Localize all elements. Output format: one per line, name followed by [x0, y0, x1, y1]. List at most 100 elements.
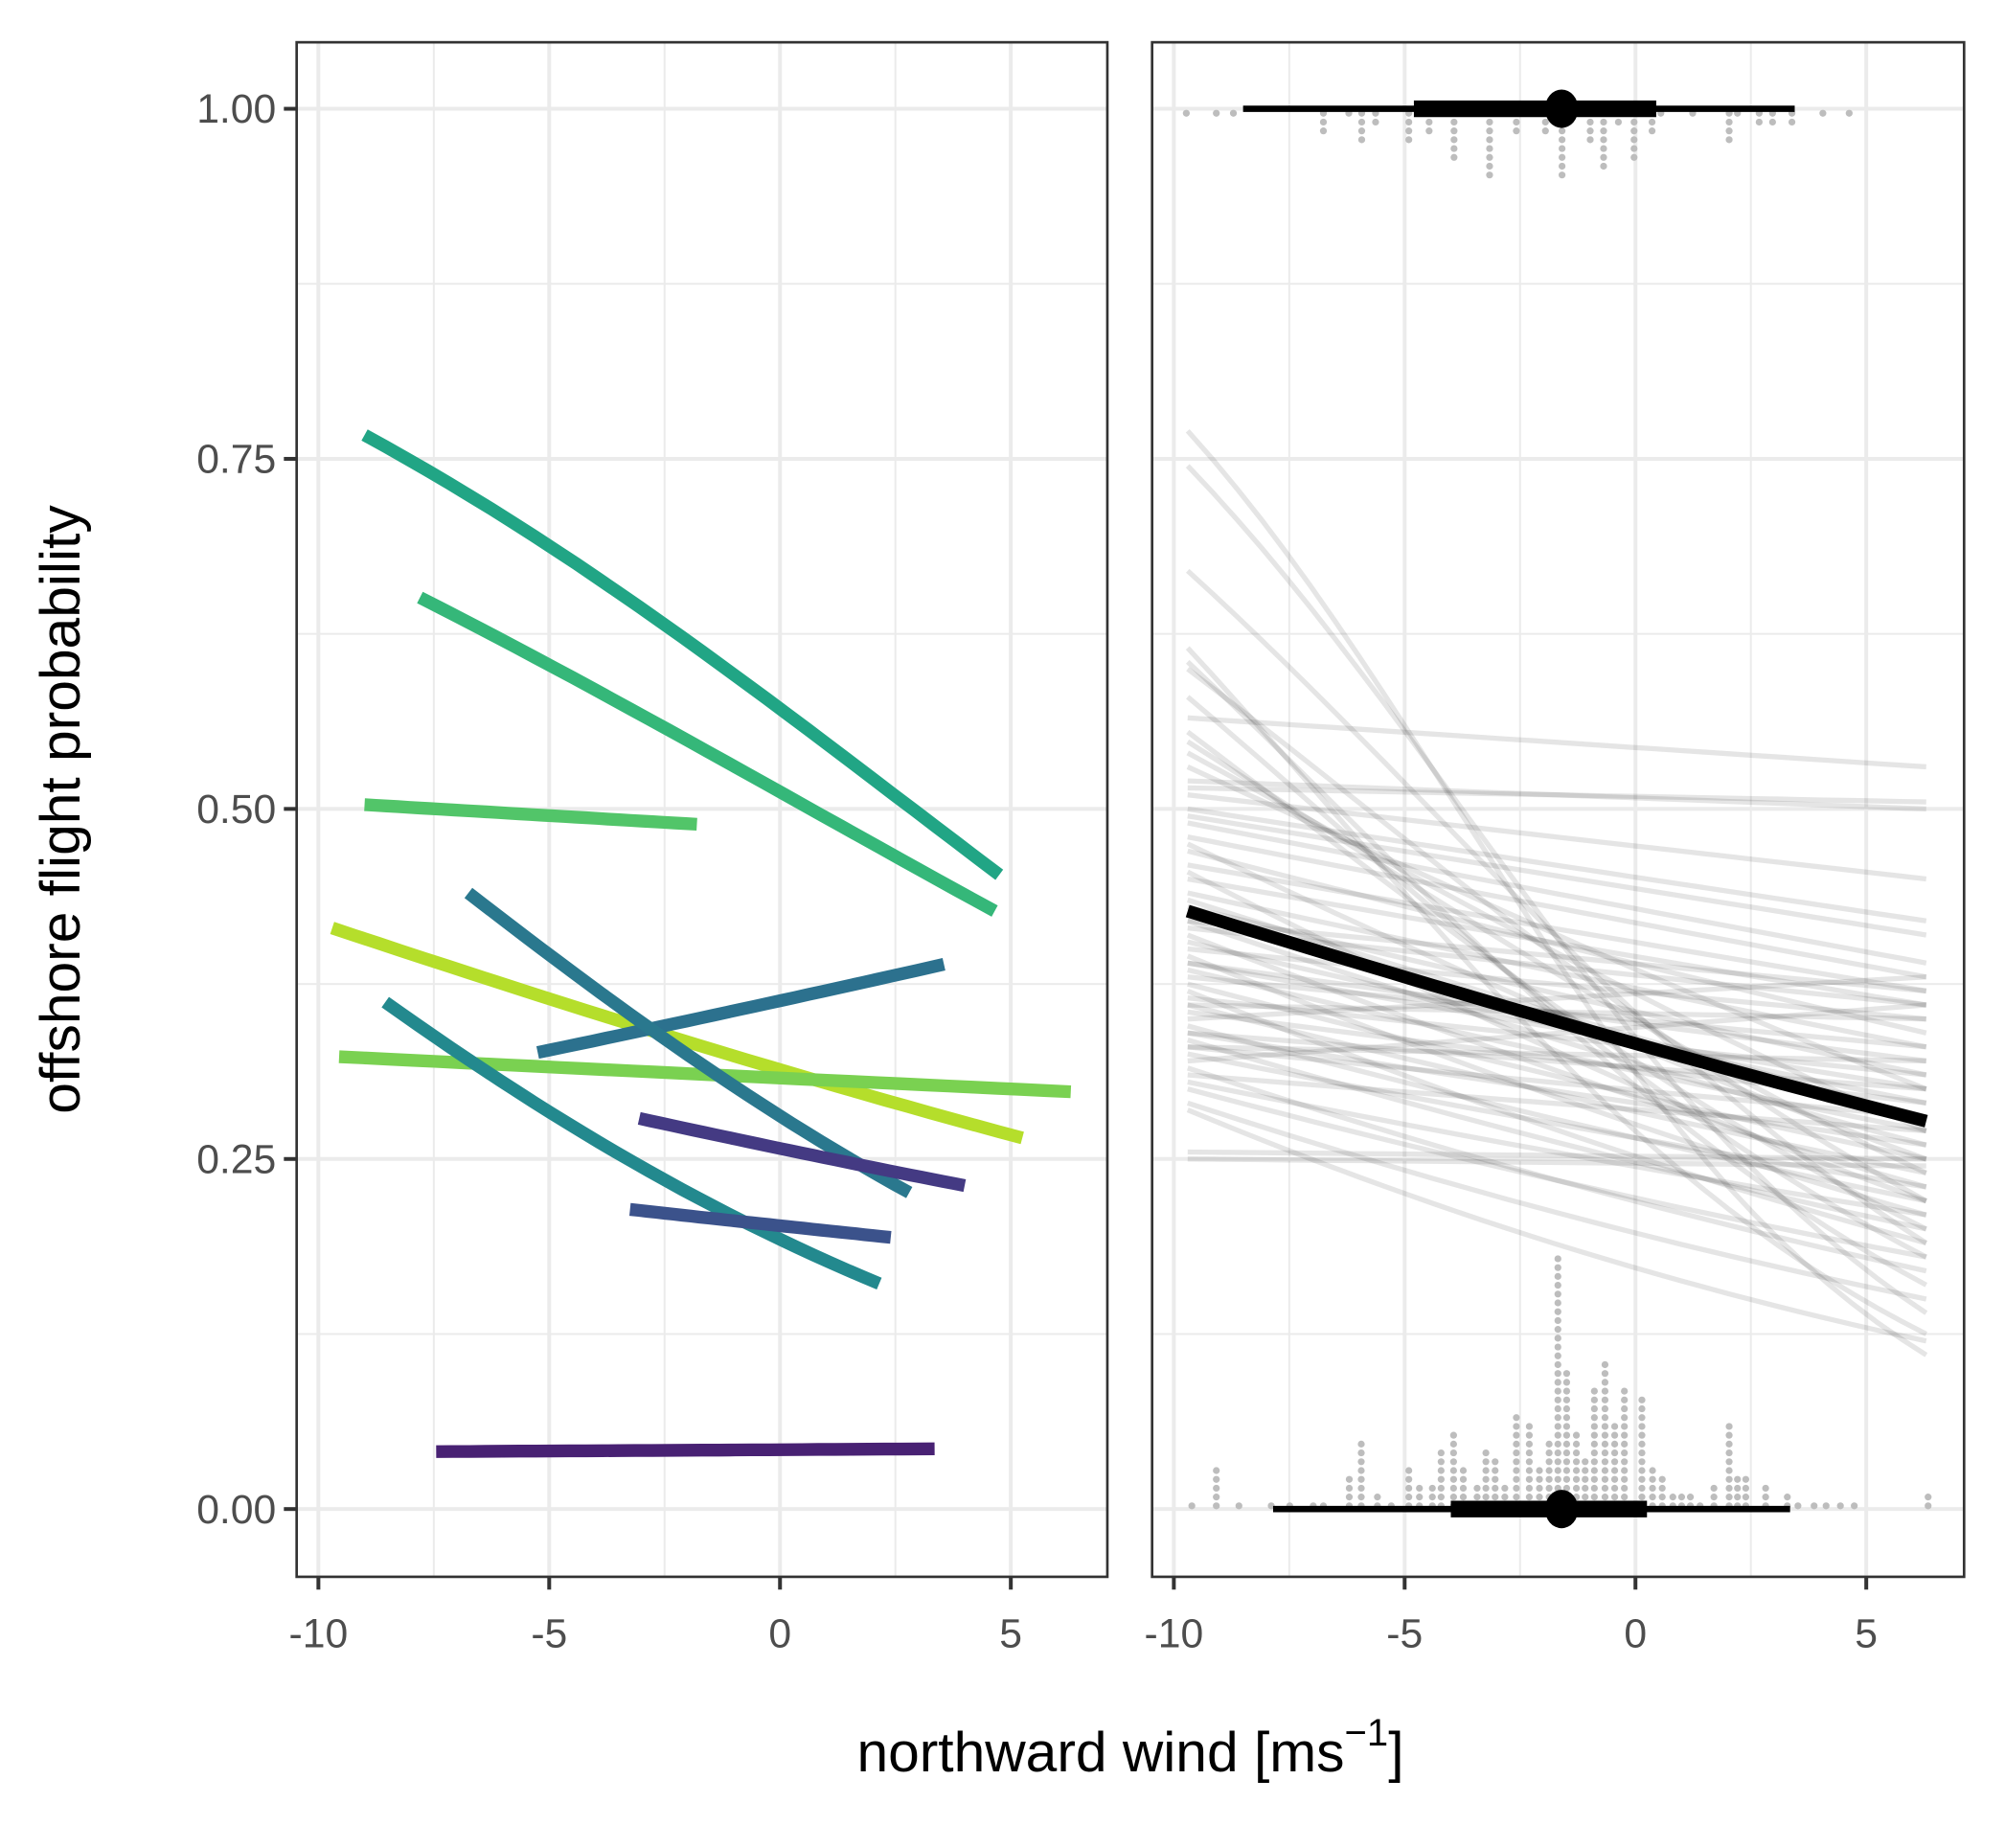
dot-top: [1405, 118, 1413, 126]
dot-bottom: [1582, 1494, 1589, 1501]
dot-bottom: [1449, 1458, 1457, 1466]
dot-bottom: [1492, 1484, 1499, 1493]
dot-bottom: [1554, 1255, 1561, 1263]
dot-top: [1450, 153, 1458, 161]
dot-bottom: [1638, 1449, 1646, 1457]
dot-bottom: [1621, 1494, 1629, 1501]
dot-bottom: [1734, 1494, 1742, 1501]
individual-curve: [436, 1442, 935, 1458]
x-axis-title: northward wind [ms−1]: [856, 1712, 1403, 1784]
dot-bottom: [1525, 1475, 1534, 1483]
dot-bottom: [1525, 1458, 1534, 1466]
dot-bottom: [1449, 1440, 1457, 1448]
posterior-draw-line: [1187, 778, 1926, 812]
dot-top: [1725, 118, 1733, 126]
dot-bottom: [1554, 1326, 1561, 1334]
dot-bottom: [1459, 1475, 1468, 1483]
dot-bottom: [1601, 1404, 1609, 1413]
x-axis-title-close: ]: [1388, 1722, 1403, 1784]
dot-bottom: [1638, 1423, 1646, 1430]
dot-bottom: [1610, 1449, 1619, 1457]
dot-bottom: [1437, 1484, 1445, 1493]
dot-top: [1559, 153, 1566, 161]
dot-bottom: [1638, 1404, 1646, 1413]
dot-bottom: [1621, 1423, 1629, 1430]
dot-bottom: [1725, 1484, 1733, 1493]
dot-bottom: [1601, 1458, 1609, 1466]
dot-bottom: [1492, 1494, 1499, 1501]
dot-bottom: [1638, 1494, 1646, 1501]
dot-bottom: [1525, 1449, 1534, 1457]
dot-bottom: [1554, 1404, 1561, 1413]
dot-bottom: [1513, 1423, 1520, 1430]
dot-bottom: [1734, 1475, 1742, 1483]
dot-bottom: [1601, 1449, 1609, 1457]
dot-top: [1725, 136, 1733, 144]
dot-bottom: [1482, 1458, 1490, 1466]
posterior-draw-line: [1187, 1030, 1926, 1092]
dot-top: [1450, 145, 1458, 152]
dot-bottom: [1492, 1475, 1499, 1483]
dot-bottom: [1562, 1404, 1571, 1413]
dot-bottom: [1572, 1458, 1581, 1466]
dot-bottom: [1621, 1449, 1629, 1457]
dot-bottom: [1357, 1458, 1365, 1466]
dot-bottom: [1525, 1431, 1534, 1439]
dot-bottom: [1582, 1458, 1589, 1466]
dot-bottom: [1811, 1502, 1818, 1510]
posterior-draw-line: [1186, 750, 1927, 1133]
dot-bottom: [1590, 1494, 1598, 1501]
dot-top: [1486, 145, 1493, 152]
dot-bottom: [1658, 1484, 1666, 1493]
dot-bottom: [1649, 1484, 1656, 1493]
dot-bottom: [1562, 1387, 1571, 1395]
posterior-draw-line: [1185, 464, 1928, 1315]
dot-bottom: [1649, 1467, 1656, 1474]
dot-bottom: [1590, 1404, 1598, 1413]
dot-bottom: [1357, 1449, 1365, 1457]
dot-bottom: [1638, 1440, 1646, 1448]
dot-bottom: [1554, 1387, 1561, 1395]
dot-bottom: [1482, 1467, 1490, 1474]
dot-bottom: [1459, 1484, 1468, 1493]
dot-bottom: [1610, 1458, 1619, 1466]
dot-bottom: [1554, 1335, 1561, 1342]
dot-bottom: [1590, 1484, 1598, 1493]
dot-bottom: [1610, 1484, 1619, 1493]
dot-bottom: [1621, 1475, 1629, 1483]
individual-curve: [330, 922, 1024, 1145]
dot-bottom: [1554, 1396, 1561, 1403]
dot-bottom: [1572, 1431, 1581, 1439]
posterior-draw-line: [1185, 568, 1928, 1245]
dot-bottom: [1590, 1431, 1598, 1439]
dot-bottom: [1525, 1423, 1534, 1430]
dot-bottom: [1601, 1484, 1609, 1493]
x-axis-title-superscript: −1: [1345, 1712, 1389, 1754]
dot-bottom: [1562, 1440, 1571, 1448]
dot-bottom: [1601, 1475, 1609, 1483]
dot-bottom: [1590, 1458, 1598, 1466]
dot-bottom: [1610, 1440, 1619, 1448]
dot-bottom: [1428, 1484, 1436, 1493]
dot-bottom: [1621, 1387, 1629, 1395]
dot-bottom: [1213, 1494, 1220, 1501]
dot-top: [1630, 145, 1638, 152]
posterior-draw-line: [1187, 1030, 1927, 1148]
dot-bottom: [1582, 1475, 1589, 1483]
posterior-draw-line: [1187, 1044, 1927, 1120]
dot-top: [1586, 136, 1594, 144]
dot-top: [1513, 127, 1520, 135]
y-tick-label: 0.50: [196, 787, 276, 833]
dot-bottom: [1710, 1494, 1718, 1501]
x-axis-title-main: northward wind [ms: [856, 1722, 1344, 1784]
dot-top: [1486, 136, 1493, 144]
dot-bottom: [1345, 1494, 1354, 1501]
posterior-draw-line: [1187, 1156, 1926, 1169]
dot-bottom: [1621, 1484, 1629, 1493]
posterior-draw-line: [1187, 981, 1927, 1162]
dot-bottom: [1513, 1458, 1520, 1466]
dot-bottom: [1554, 1449, 1561, 1457]
dot-bottom: [1357, 1494, 1365, 1501]
dot-bottom: [1725, 1475, 1733, 1483]
dot-bottom: [1638, 1458, 1646, 1466]
